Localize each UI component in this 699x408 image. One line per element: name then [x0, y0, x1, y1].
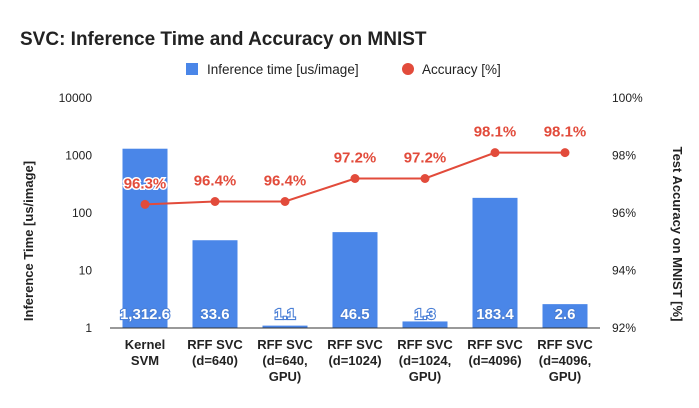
accuracy-data-label: 96.4%	[194, 173, 237, 190]
accuracy-point	[210, 197, 220, 206]
left-axis-ticks: 1 10 100 1000 10000	[59, 91, 93, 335]
accuracy-point	[560, 148, 570, 158]
left-tick-label: 10000	[59, 91, 93, 105]
right-tick-label: 100%	[612, 91, 643, 105]
accuracy-data-labels: 96.3% 96.4% 96.4% 97.2% 97.2% 98.1% 98.1%	[122, 122, 588, 194]
accuracy-data-label: 97.2%	[334, 150, 377, 167]
bar-data-labels: 1,312.6 33.6 1.1 46.5 1.3 183.4 2.6	[119, 305, 577, 324]
right-tick-label: 94%	[612, 264, 636, 278]
bar-data-label: 1,312.6	[120, 306, 170, 323]
left-tick-label: 1	[85, 321, 92, 335]
legend: Inference time [us/image] Accuracy [%]	[186, 62, 501, 77]
left-tick-label: 10	[79, 264, 93, 278]
accuracy-point	[490, 148, 500, 158]
bar-data-label: 33.6	[200, 306, 229, 323]
category-label: RFF SVC	[467, 337, 523, 352]
left-tick-label: 100	[72, 206, 92, 220]
bar	[332, 232, 378, 328]
chart-title: SVC: Inference Time and Accuracy on MNIS…	[20, 29, 427, 50]
bar	[402, 321, 448, 328]
category-label: (d=1024)	[328, 353, 381, 368]
category-label: (d=4096,	[539, 353, 591, 368]
legend-label-inference-time: Inference time [us/image]	[207, 62, 359, 77]
category-label: GPU)	[409, 369, 442, 384]
category-label: RFF SVC	[537, 337, 593, 352]
legend-label-accuracy: Accuracy [%]	[422, 62, 501, 77]
right-tick-label: 92%	[612, 321, 636, 335]
bar-data-label: 2.6	[555, 306, 576, 323]
accuracy-data-label: 98.1%	[544, 124, 587, 141]
right-axis-ticks: 92% 94% 96% 98% 100%	[612, 91, 643, 335]
category-label: (d=640,	[262, 353, 307, 368]
right-tick-label: 96%	[612, 206, 636, 220]
legend-swatch-accuracy	[402, 63, 414, 75]
category-label: (d=4096)	[468, 353, 521, 368]
category-label: GPU)	[549, 369, 582, 384]
category-label: (d=640)	[192, 353, 238, 368]
accuracy-data-label: 97.2%	[404, 150, 447, 167]
bars	[122, 148, 588, 328]
accuracy-point	[280, 197, 290, 206]
category-label: RFF SVC	[187, 337, 243, 352]
accuracy-point	[350, 174, 360, 183]
bar	[262, 325, 308, 328]
accuracy-point	[140, 199, 150, 209]
bar-data-label: 1.3	[415, 306, 436, 323]
category-label: Kernel	[125, 337, 165, 352]
right-axis-title: Test Accuracy on MNIST [%]	[670, 147, 685, 322]
bar-data-label: 46.5	[340, 306, 369, 323]
category-label: RFF SVC	[397, 337, 453, 352]
category-label: GPU)	[269, 369, 302, 384]
right-tick-label: 98%	[612, 149, 636, 163]
bar	[472, 197, 518, 328]
category-label: SVM	[131, 353, 159, 368]
left-tick-label: 1000	[65, 149, 92, 163]
left-axis-title: Inference Time [us/image]	[21, 161, 36, 321]
bar	[542, 304, 588, 328]
bar	[192, 240, 238, 328]
accuracy-data-label: 98.1%	[474, 124, 517, 141]
bar-data-label: 1.1	[275, 306, 296, 323]
accuracy-line-series	[140, 148, 570, 209]
legend-swatch-inference-time	[186, 63, 198, 75]
category-label: RFF SVC	[257, 337, 313, 352]
category-label: RFF SVC	[327, 337, 383, 352]
accuracy-data-label: 96.4%	[264, 173, 307, 190]
accuracy-data-label: 96.3%	[124, 175, 167, 192]
category-label: (d=1024,	[399, 353, 451, 368]
bar-data-label: 183.4	[476, 306, 514, 323]
bar	[122, 148, 168, 328]
accuracy-point	[420, 174, 430, 183]
